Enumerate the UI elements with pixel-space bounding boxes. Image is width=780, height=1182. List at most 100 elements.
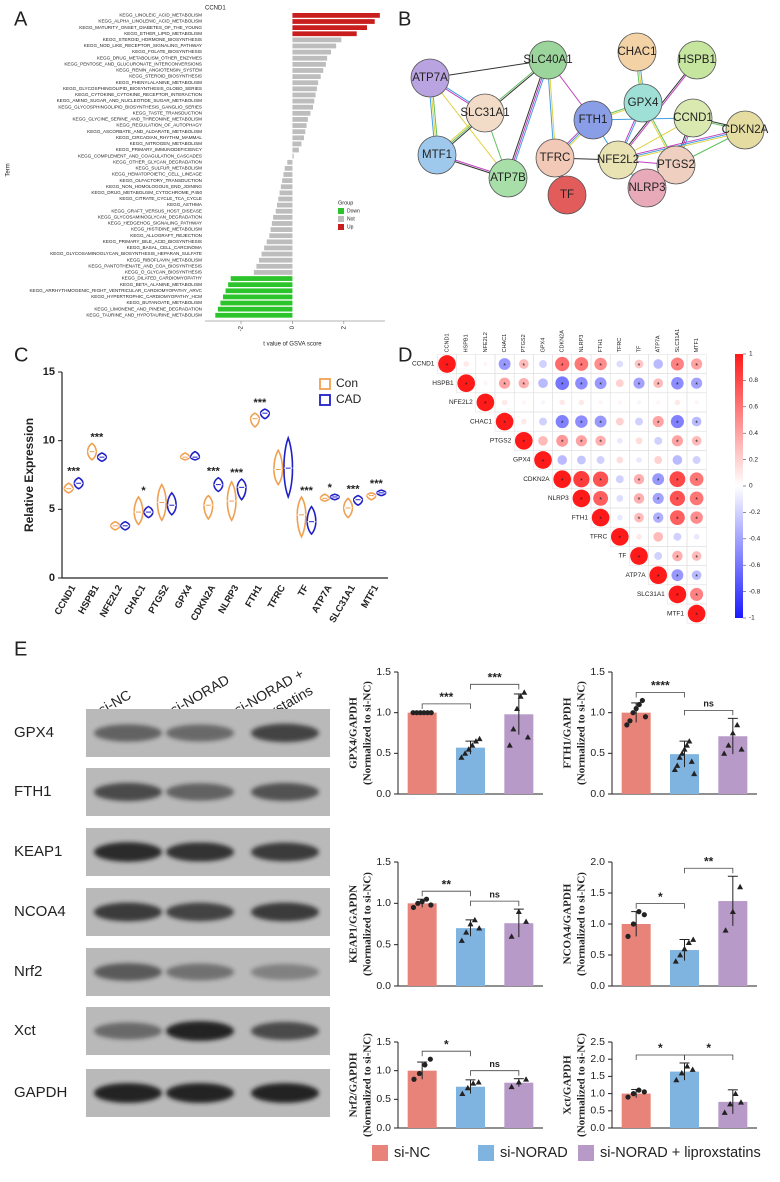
corr-circle — [593, 491, 608, 506]
star-label: * — [638, 516, 641, 523]
term-label: KEGG_PHENYLALANINE_METABOLISM — [116, 80, 202, 85]
data-point — [625, 933, 631, 940]
star-label: * — [580, 382, 583, 389]
node-label: MTF1 — [422, 149, 452, 161]
bar — [253, 270, 293, 275]
term-label: KEGG_GLYCOSPHINGOLIPID_BIOSYNTHESIS_GLOB… — [63, 86, 202, 91]
significance-bracket — [635, 692, 685, 698]
blot-band — [251, 902, 319, 922]
column-label: CHAC1 — [502, 334, 508, 353]
node-label: NLRP3 — [628, 182, 665, 194]
violin — [353, 494, 364, 507]
term-label: KEGG_DRUG_METABOLISM_OTHER_ENZYMES — [97, 55, 202, 60]
star-label: * — [561, 363, 564, 370]
term-label: KEGG_RENIN_ANGIOTENSIN_SYSTEM — [116, 68, 202, 73]
corr-circle — [572, 489, 591, 508]
protein-label: GAPDH — [14, 1084, 67, 1101]
star-label: * — [657, 516, 660, 523]
colorbar-label: -1 — [749, 615, 755, 622]
colorbar-label: -0.4 — [749, 536, 761, 543]
network-node — [410, 58, 450, 98]
corr-circle — [691, 416, 702, 427]
data-point — [636, 909, 642, 915]
corr-circle — [674, 399, 681, 406]
star-label: * — [695, 555, 698, 562]
data-point — [425, 710, 431, 716]
column-label: ATP7A — [656, 335, 662, 352]
corr-circle — [653, 531, 664, 542]
significance-bracket — [684, 867, 734, 874]
network-node — [627, 168, 667, 208]
network-edge — [506, 59, 547, 178]
data-point — [737, 883, 744, 890]
blot-band — [94, 902, 162, 922]
corr-circle — [559, 399, 565, 406]
corr-circle — [691, 435, 702, 446]
bar — [280, 184, 293, 190]
row-label: CDKN2A — [523, 476, 550, 483]
column-label: NLRP3 — [579, 335, 585, 353]
data-point — [514, 705, 521, 711]
y-axis-label: (Normalized to si-NC) — [576, 872, 588, 976]
term-label: KEGG_ALPHA_LINOLENIC_ACID_METABOLISM — [98, 19, 202, 24]
y-tick-label: 10 — [43, 435, 55, 447]
y-axis-label: Relative Expression — [22, 418, 36, 532]
x-tick-label: NFE2L2 — [98, 583, 125, 619]
data-point — [681, 746, 688, 752]
colorbar-label: 0.6 — [749, 404, 758, 411]
bar — [292, 98, 315, 104]
legend-label: Down — [347, 208, 360, 214]
column-label: SLC31A1 — [675, 329, 681, 353]
node-label: ATP7B — [490, 172, 526, 184]
y-tick-label: 1.5 — [590, 1070, 605, 1082]
violin — [143, 505, 154, 519]
network-node — [547, 175, 587, 215]
corr-circle — [635, 417, 643, 426]
term-label: KEGG_HYPERTROPHIC_CARDIOMYOPATHY_HCM — [91, 294, 202, 299]
blot-band — [166, 783, 234, 801]
star-label: * — [599, 516, 602, 523]
violin — [63, 482, 74, 494]
column-label: FTH1 — [598, 339, 604, 353]
cell-border — [686, 603, 707, 624]
violin — [296, 495, 307, 539]
term-label: KEGG_TASTE_TRANSDUCTION — [133, 110, 202, 115]
column-label: TF — [636, 345, 642, 352]
blot-band — [166, 1083, 234, 1103]
corr-circle — [521, 418, 527, 425]
network-edge — [507, 59, 549, 179]
corr-circle — [670, 415, 684, 429]
bar — [407, 903, 437, 986]
data-point — [467, 921, 474, 927]
star-label: * — [599, 440, 602, 447]
legend-label: Con — [336, 376, 358, 390]
data-point — [515, 1079, 522, 1085]
corr-circle — [539, 417, 547, 426]
corr-circle — [670, 510, 685, 525]
data-point — [465, 746, 472, 752]
significance-label: *** — [347, 484, 361, 496]
corr-circle — [457, 374, 476, 393]
blot-band — [94, 782, 162, 802]
data-point — [458, 937, 465, 943]
data-point — [732, 1090, 739, 1096]
data-point — [476, 735, 483, 742]
panel-label: C — [14, 344, 28, 366]
y-tick-label: 2.0 — [590, 1053, 605, 1065]
star-label: * — [676, 555, 679, 562]
star-label: * — [580, 497, 583, 504]
data-point — [636, 701, 642, 708]
data-point — [722, 927, 729, 933]
protein-label: FTH1 — [14, 783, 52, 800]
violin — [180, 452, 191, 461]
legend-label: si-NORAD — [500, 1145, 568, 1161]
corr-circle — [495, 412, 514, 431]
y-tick-label: 2.5 — [590, 1036, 605, 1048]
corr-circle — [671, 569, 684, 582]
corr-circle — [690, 511, 703, 524]
bar — [223, 294, 293, 300]
violin — [213, 476, 224, 493]
colorbar-label: 1 — [749, 351, 753, 358]
corr-circle — [538, 435, 548, 446]
blot-band — [251, 723, 319, 743]
